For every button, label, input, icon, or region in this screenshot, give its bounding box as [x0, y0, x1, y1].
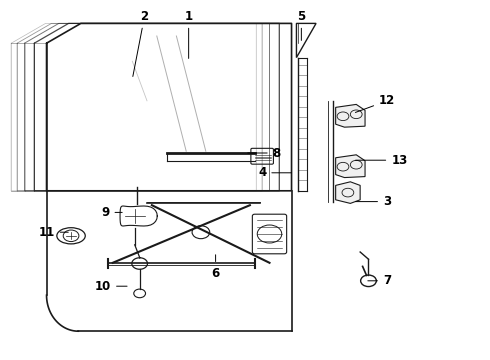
FancyBboxPatch shape: [252, 214, 287, 254]
Text: 1: 1: [185, 10, 193, 58]
Polygon shape: [336, 104, 365, 127]
Text: 7: 7: [368, 274, 391, 287]
Text: 5: 5: [297, 10, 305, 40]
Text: 11: 11: [38, 226, 68, 239]
Text: 8: 8: [248, 147, 281, 159]
Text: 9: 9: [101, 206, 122, 219]
Text: 6: 6: [212, 255, 220, 280]
Text: 2: 2: [133, 10, 148, 76]
Text: 10: 10: [95, 280, 127, 293]
Text: 4: 4: [258, 166, 291, 179]
Text: 13: 13: [356, 154, 408, 167]
Text: 3: 3: [356, 195, 391, 208]
Polygon shape: [336, 182, 360, 203]
Text: 12: 12: [355, 94, 395, 112]
FancyBboxPatch shape: [251, 148, 273, 164]
Polygon shape: [336, 155, 365, 177]
Polygon shape: [120, 206, 157, 226]
Ellipse shape: [57, 228, 85, 244]
